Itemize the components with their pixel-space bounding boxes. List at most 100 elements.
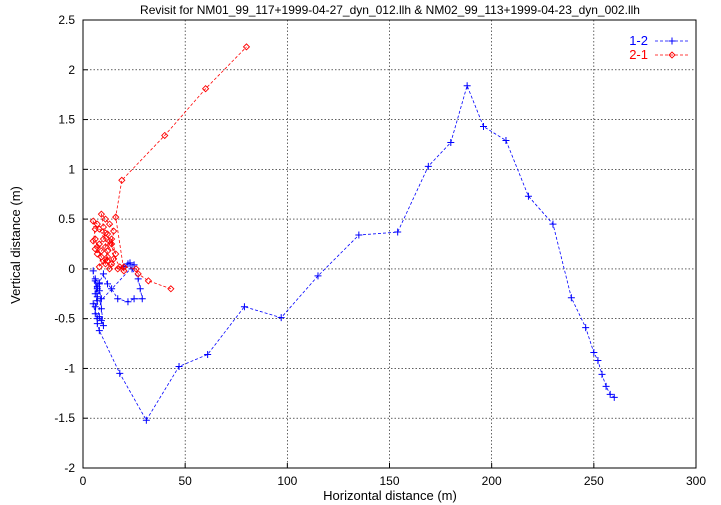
data-point bbox=[144, 277, 153, 285]
data-point bbox=[105, 265, 114, 273]
data-point bbox=[89, 267, 97, 275]
series-2-1 bbox=[89, 43, 251, 293]
chart-title: Revisit for NM01_99_117+1999-04-27_dyn_0… bbox=[140, 3, 640, 17]
data-point bbox=[126, 259, 134, 267]
y-tick-label: -2 bbox=[64, 461, 75, 475]
data-point bbox=[93, 243, 101, 251]
data-point bbox=[136, 285, 144, 293]
data-point bbox=[598, 370, 606, 378]
data-point bbox=[93, 320, 101, 328]
legend-label: 2-1 bbox=[629, 47, 648, 62]
series-layer bbox=[89, 43, 618, 424]
y-tick-label: 0.5 bbox=[58, 212, 75, 226]
data-point bbox=[424, 162, 432, 170]
data-point bbox=[116, 369, 124, 377]
ticks: 0 50 100 150 200 250 300 -2 -1.5 -1 -0.5 0 0.5 1 1.5 2 2… bbox=[54, 13, 706, 488]
data-point bbox=[93, 293, 101, 301]
data-point bbox=[103, 247, 112, 255]
data-point bbox=[107, 240, 116, 248]
data-point bbox=[93, 250, 101, 258]
data-point bbox=[99, 270, 107, 278]
data-point bbox=[112, 213, 120, 221]
data-point bbox=[99, 235, 108, 243]
series-line bbox=[92, 46, 247, 290]
x-tick-label: 50 bbox=[178, 474, 192, 488]
y-tick-label: -1.5 bbox=[54, 411, 75, 425]
data-point bbox=[277, 314, 285, 322]
legend-label: 1-2 bbox=[629, 33, 648, 48]
data-point bbox=[138, 295, 146, 303]
data-point bbox=[95, 263, 103, 271]
data-point bbox=[95, 225, 103, 233]
data-point bbox=[567, 294, 575, 302]
data-point bbox=[130, 261, 138, 269]
data-point bbox=[118, 176, 126, 184]
data-point bbox=[142, 416, 150, 424]
data-point bbox=[91, 275, 99, 283]
data-point bbox=[97, 295, 105, 303]
x-tick-label: 100 bbox=[277, 474, 297, 488]
data-point bbox=[103, 253, 112, 261]
data-point bbox=[610, 393, 618, 401]
data-point bbox=[105, 237, 114, 245]
x-tick-label: 200 bbox=[482, 474, 502, 488]
y-tick-label: 1 bbox=[68, 162, 75, 176]
x-tick-label: 150 bbox=[379, 474, 399, 488]
y-tick-label: -0.5 bbox=[54, 312, 75, 326]
x-axis-label: Horizontal distance (m) bbox=[323, 488, 457, 503]
data-point bbox=[91, 245, 99, 253]
data-point bbox=[101, 260, 110, 268]
data-point bbox=[120, 267, 128, 275]
data-point bbox=[394, 228, 402, 236]
data-point bbox=[161, 131, 169, 140]
data-point bbox=[582, 324, 590, 332]
y-axis-label: Vertical distance (m) bbox=[8, 186, 23, 304]
data-point bbox=[93, 220, 101, 228]
grid bbox=[83, 20, 696, 468]
data-point bbox=[99, 223, 108, 231]
data-point bbox=[97, 305, 105, 313]
data-point bbox=[132, 265, 140, 273]
data-point bbox=[95, 279, 103, 287]
series-1-2 bbox=[89, 82, 618, 424]
data-point bbox=[590, 349, 598, 357]
series-line bbox=[92, 84, 615, 421]
data-point bbox=[89, 217, 97, 225]
y-tick-label: -1 bbox=[64, 361, 75, 375]
data-point bbox=[97, 253, 106, 261]
data-point bbox=[99, 322, 107, 330]
data-point bbox=[606, 390, 614, 398]
legend-marker bbox=[668, 37, 676, 45]
data-point bbox=[112, 250, 120, 258]
y-tick-label: 0 bbox=[68, 262, 75, 276]
data-point bbox=[167, 285, 175, 293]
data-point bbox=[104, 280, 112, 288]
data-point bbox=[463, 82, 471, 90]
data-point bbox=[447, 138, 455, 146]
data-point bbox=[91, 235, 99, 243]
x-tick-label: 300 bbox=[686, 474, 706, 488]
data-point bbox=[134, 270, 142, 278]
legend: 1-22-1 bbox=[629, 33, 690, 62]
y-tick-label: 2.5 bbox=[58, 13, 75, 27]
data-point bbox=[114, 265, 122, 273]
data-point bbox=[240, 303, 248, 311]
data-point bbox=[116, 263, 124, 271]
data-point bbox=[108, 285, 116, 293]
data-point bbox=[602, 382, 610, 390]
data-point bbox=[101, 215, 110, 223]
data-point bbox=[101, 229, 110, 237]
data-point bbox=[114, 295, 122, 303]
y-tick-label: 1.5 bbox=[58, 113, 75, 127]
data-point bbox=[107, 235, 116, 243]
data-point bbox=[594, 356, 602, 364]
data-point bbox=[479, 123, 487, 131]
data-point bbox=[91, 303, 99, 311]
data-point bbox=[204, 351, 212, 359]
data-point bbox=[242, 43, 251, 51]
data-point bbox=[355, 231, 363, 239]
data-point bbox=[502, 136, 510, 144]
data-point bbox=[91, 310, 99, 318]
x-tick-label: 0 bbox=[80, 474, 87, 488]
data-point bbox=[110, 255, 118, 263]
